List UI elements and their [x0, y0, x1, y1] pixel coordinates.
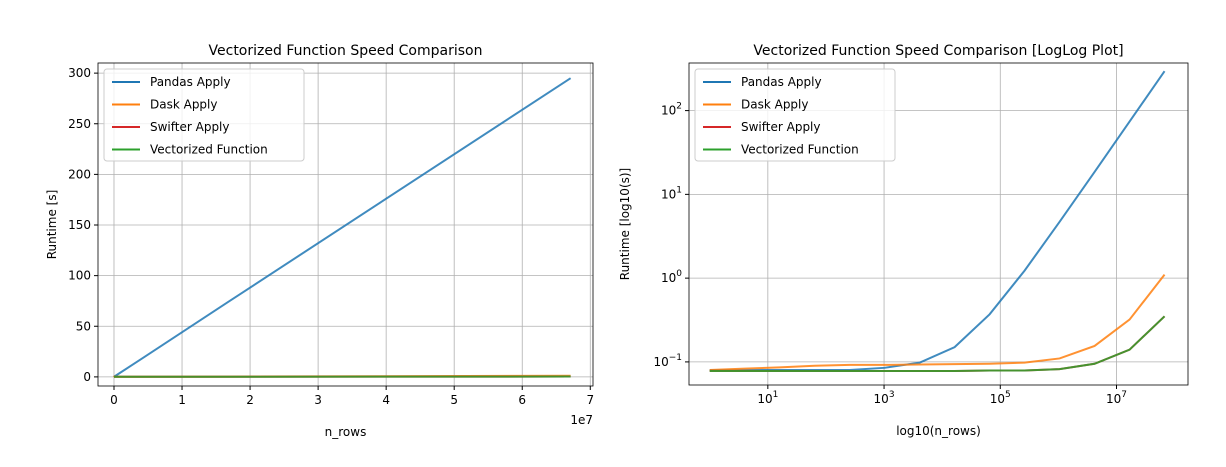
y-tick-label: 250	[68, 117, 91, 131]
x-tick-label: 7	[586, 393, 594, 407]
y-tick-label: 10−1	[653, 353, 682, 369]
y-axis-label: Runtime [s]	[45, 190, 59, 260]
tick-base: 10	[661, 187, 676, 201]
tick-exponent: 3	[889, 390, 895, 400]
x-axis-label: n_rows	[325, 425, 367, 439]
tick-base: 7	[586, 393, 594, 407]
tick-exponent: 2	[676, 102, 682, 112]
tick-base: 10	[653, 355, 668, 369]
y-tick-label: 102	[661, 102, 682, 118]
legend-label: Pandas Apply	[150, 75, 231, 89]
tick-base: 10	[757, 392, 772, 406]
y-tick-label: 0	[83, 370, 91, 384]
x-tick-label: 0	[110, 393, 118, 407]
tick-base: 3	[314, 393, 322, 407]
plot-frame	[688, 62, 1189, 386]
tick-exponent: −1	[669, 353, 682, 363]
legend-label: Vectorized Function	[150, 143, 268, 157]
tick-base: 4	[382, 393, 390, 407]
y-tick-label: 150	[68, 218, 91, 232]
legend-label: Vectorized Function	[741, 143, 859, 157]
x-tick-label: 107	[1106, 390, 1127, 406]
tick-base: 6	[518, 393, 526, 407]
tick-base: 2	[246, 393, 254, 407]
legend-label: Swifter Apply	[150, 120, 230, 134]
y-tick-label: 100	[68, 269, 91, 283]
y-tick-label: 50	[76, 319, 91, 333]
tick-base: 10	[661, 271, 676, 285]
legend-frame	[103, 68, 305, 162]
y-tick-label: 200	[68, 167, 91, 181]
legend: Pandas Apply Dask Apply Swifter Apply Vecto…	[103, 68, 305, 162]
tick-base: 10	[1106, 392, 1121, 406]
legend-label: Swifter Apply	[741, 120, 821, 134]
x-tick-label: 6	[518, 393, 526, 407]
legend: Pandas Apply Dask Apply Swifter Apply Vecto…	[694, 68, 896, 162]
tick-exponent: 1	[773, 390, 779, 400]
x-tick-label: 101	[757, 390, 778, 406]
x-tick-label: 4	[382, 393, 390, 407]
x-tick-label: 2	[246, 393, 254, 407]
x-tick-label: 103	[874, 390, 895, 406]
legend-label: Pandas Apply	[741, 75, 822, 89]
series-line	[709, 274, 1166, 372]
tick-base: 10	[661, 104, 676, 118]
x-tick-label: 105	[990, 390, 1011, 406]
tick-base: 5	[450, 393, 458, 407]
tick-exponent: 0	[676, 269, 682, 279]
legend-frame	[694, 68, 896, 162]
series-line	[709, 315, 1166, 372]
x-tick-label: 5	[450, 393, 458, 407]
x-tick-label: 1	[178, 393, 186, 407]
y-axis-label: Runtime [log10(s)]	[618, 168, 632, 280]
y-tick-label: 100	[661, 269, 682, 285]
chart-title: Vectorized Function Speed Comparison	[209, 43, 483, 59]
tick-exponent: 5	[1005, 390, 1011, 400]
tick-base: 10	[874, 392, 889, 406]
x-offset-label: 1e7	[570, 413, 593, 427]
plot-frame	[97, 62, 594, 387]
chart: 0 1 2 3 4 5 6 7 0 50 100 150 200 250 300 Vectorized Fun…	[45, 43, 594, 439]
tick-exponent: 1	[676, 185, 682, 195]
legend-label: Dask Apply	[741, 98, 809, 112]
x-tick-label: 3	[314, 393, 322, 407]
tick-base: 1	[178, 393, 186, 407]
y-tick-label: 101	[661, 185, 682, 201]
y-tick-label: 300	[68, 66, 91, 80]
tick-base: 10	[990, 392, 1005, 406]
chart-title: Vectorized Function Speed Comparison [Lo…	[753, 43, 1123, 59]
legend-label: Dask Apply	[150, 98, 218, 112]
x-axis-label: log10(n_rows)	[896, 424, 981, 438]
tick-exponent: 7	[1121, 390, 1127, 400]
